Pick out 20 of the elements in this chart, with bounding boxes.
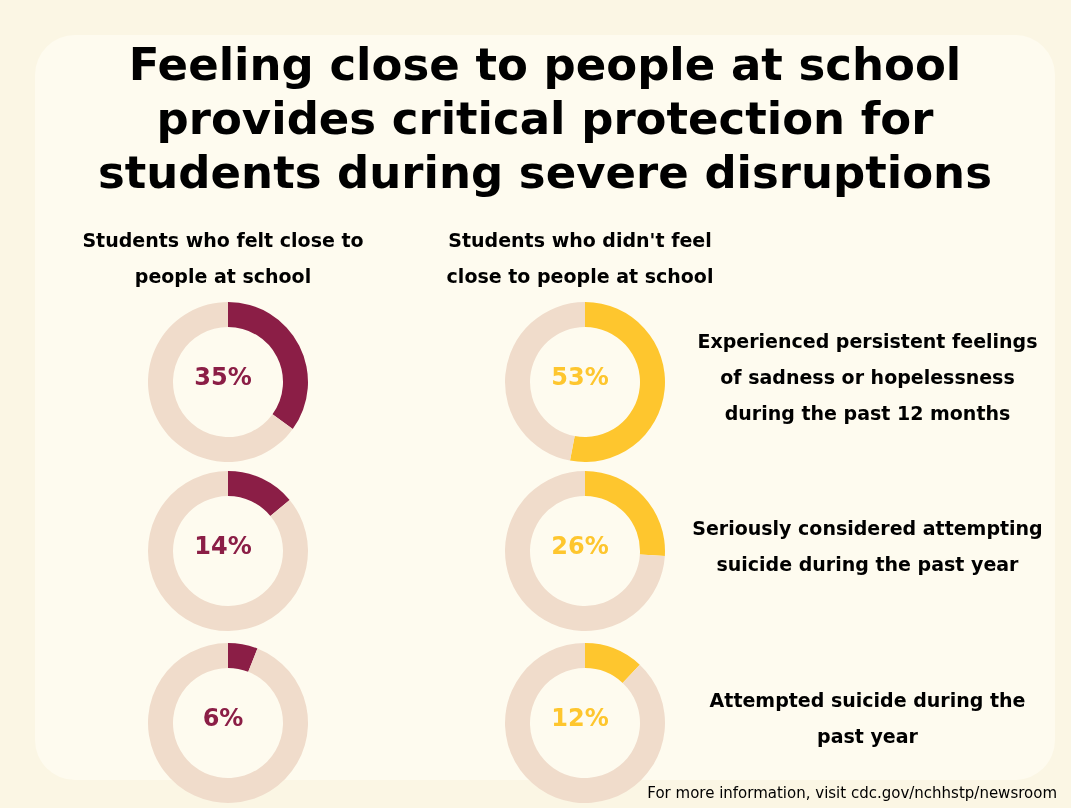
text: 6% — [202, 704, 244, 732]
donut-slice — [585, 643, 640, 683]
donut-slice — [228, 471, 290, 516]
text: 35% — [194, 363, 252, 391]
text: 26% — [551, 532, 609, 560]
text: 53% — [551, 363, 609, 391]
chart-title: Students who didn't feel close to people at school — [445, 228, 715, 289]
donut-slice — [505, 471, 665, 631]
text: Attempted suicide during the past year — [709, 689, 1026, 747]
text: Seriously considered attempting suicide during the past year — [691, 516, 1044, 577]
donut-slice — [148, 302, 293, 462]
text: Experienced persistent feelings of sadness or hopelessness during the past 12 months — [696, 329, 1039, 426]
text: 14% — [194, 532, 252, 560]
donut-slice — [148, 471, 308, 631]
text: 12% — [551, 704, 609, 732]
donut-slice — [148, 643, 308, 803]
donut-slice — [228, 643, 258, 672]
text: Feeling close to people at school provides critical protection for students during severe disruptions — [97, 38, 993, 200]
text: For more information, visit cdc.gov/nchhstp/newsroom — [647, 784, 1057, 802]
chart-title: Students who felt close to people at school — [81, 228, 365, 289]
